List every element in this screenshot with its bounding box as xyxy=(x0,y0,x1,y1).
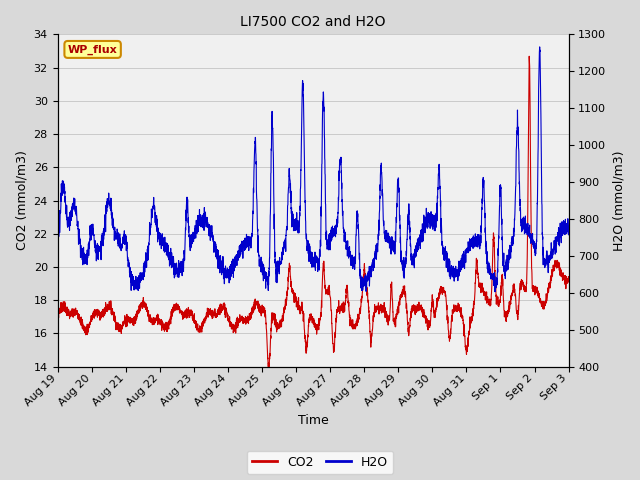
CO2 xyxy=(282,301,289,307)
CO2 xyxy=(564,275,572,281)
H2O xyxy=(321,171,329,177)
CO2 xyxy=(277,321,285,326)
H2O xyxy=(282,245,289,251)
CO2 xyxy=(404,325,412,331)
Y-axis label: H2O (mmol/m3): H2O (mmol/m3) xyxy=(612,150,625,251)
H2O xyxy=(277,260,285,266)
H2O xyxy=(536,44,543,50)
CO2 xyxy=(54,310,61,315)
Legend: CO2, H2O: CO2, H2O xyxy=(247,451,393,474)
Title: LI7500 CO2 and H2O: LI7500 CO2 and H2O xyxy=(240,15,386,29)
H2O xyxy=(564,232,572,238)
X-axis label: Time: Time xyxy=(298,414,328,427)
CO2 xyxy=(119,324,127,329)
CO2 xyxy=(264,364,272,370)
H2O xyxy=(119,241,127,247)
Line: CO2: CO2 xyxy=(58,56,568,367)
CO2 xyxy=(525,53,533,59)
Text: WP_flux: WP_flux xyxy=(68,44,118,55)
CO2 xyxy=(321,283,329,289)
Y-axis label: CO2 (mmol/m3): CO2 (mmol/m3) xyxy=(15,151,28,251)
H2O xyxy=(491,289,499,295)
CO2 xyxy=(382,314,390,320)
H2O xyxy=(404,211,412,217)
H2O xyxy=(382,230,390,236)
Line: H2O: H2O xyxy=(58,47,568,292)
H2O xyxy=(54,237,61,242)
